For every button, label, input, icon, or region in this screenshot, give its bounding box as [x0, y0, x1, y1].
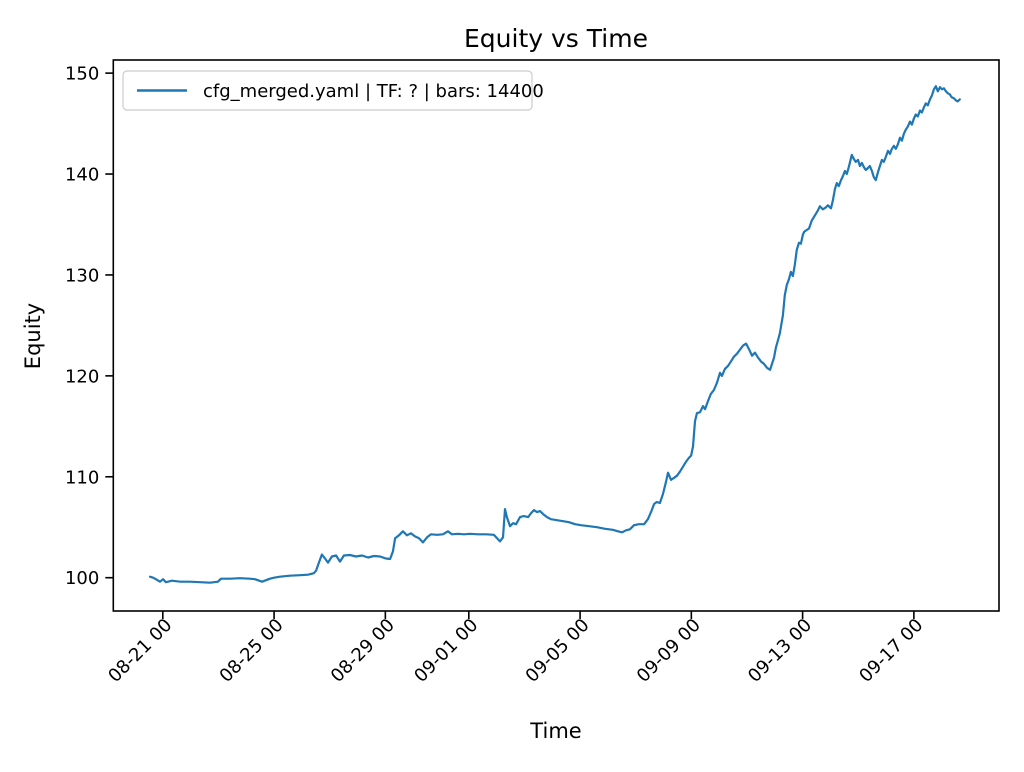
x-axis-label: Time [529, 719, 581, 743]
plot-area [112, 59, 1000, 612]
y-tick-label: 140 [65, 165, 99, 186]
y-tick-label: 120 [65, 366, 99, 387]
x-axis-ticks: 08-21 00 08-25 00 08-29 00 09-01 00 09-05 00… [104, 611, 927, 687]
y-tick-label: 150 [65, 64, 99, 85]
legend-entry-label: cfg_merged.yaml | TF: ? | bars: 14400 [203, 81, 544, 102]
legend-box [122, 70, 533, 111]
y-tick-label: 110 [65, 467, 99, 488]
legend: cfg_merged.yaml | TF: ? | bars: 14400 [122, 70, 544, 111]
x-tick-label: 09-09 00 [633, 615, 705, 687]
equity-line-series [148, 85, 961, 584]
x-tick-label: 08-25 00 [216, 615, 288, 687]
y-axis-ticks: 100 110 120 130 140 150 [65, 64, 114, 589]
y-tick-label: 100 [65, 568, 99, 589]
x-tick-label: 09-17 00 [855, 615, 927, 687]
x-tick-label: 09-05 00 [522, 615, 594, 687]
x-tick-label: 09-01 00 [410, 615, 482, 687]
y-axis-label: Equity [21, 303, 45, 369]
x-tick-label: 08-21 00 [104, 615, 176, 687]
chart-title: Equity vs Time [464, 24, 648, 53]
x-tick-label: 09-13 00 [744, 615, 816, 687]
y-tick-label: 130 [65, 265, 99, 286]
x-tick-label: 08-29 00 [327, 615, 399, 687]
